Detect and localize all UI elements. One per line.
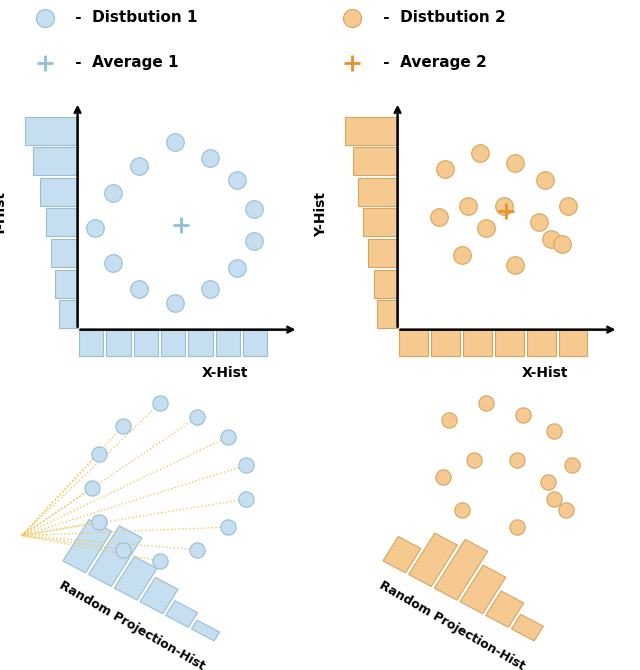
Bar [188, 330, 212, 356]
Text: X-Hist: X-Hist [202, 366, 248, 379]
Polygon shape [408, 533, 458, 586]
Text: X-Hist: X-Hist [522, 366, 568, 379]
Bar [216, 330, 240, 356]
Point [563, 201, 573, 212]
Point [134, 284, 145, 295]
Point [170, 297, 180, 308]
Polygon shape [140, 578, 178, 614]
Point [232, 174, 242, 185]
Text: Y-Hist: Y-Hist [0, 192, 8, 237]
Polygon shape [383, 537, 421, 573]
Polygon shape [460, 565, 506, 614]
Text: -  Distbution 2: - Distbution 2 [378, 10, 506, 25]
Point [534, 217, 544, 228]
Point [540, 174, 550, 185]
Bar [24, 117, 77, 145]
Bar [463, 330, 492, 356]
Bar [51, 239, 77, 267]
Point [108, 188, 118, 198]
Bar [33, 147, 77, 175]
Point [510, 260, 520, 271]
Bar [243, 330, 268, 356]
Bar [46, 208, 77, 237]
Bar [495, 330, 524, 356]
Bar [358, 178, 397, 206]
Point [249, 236, 259, 247]
Point [205, 284, 215, 295]
Bar [374, 270, 397, 297]
Bar [559, 330, 588, 356]
Point [205, 153, 215, 163]
Bar [353, 147, 397, 175]
Point [90, 222, 100, 233]
Text: Y-Hist: Y-Hist [314, 192, 328, 237]
Text: -  Average 2: - Average 2 [378, 55, 486, 70]
Bar [344, 117, 397, 145]
Polygon shape [166, 601, 198, 627]
Text: Random Projection-Hist: Random Projection-Hist [377, 579, 527, 670]
Point [232, 263, 242, 273]
Point [457, 249, 467, 260]
Polygon shape [63, 519, 111, 573]
Point [475, 147, 485, 158]
Bar [369, 239, 397, 267]
Polygon shape [191, 620, 220, 641]
Bar [399, 330, 428, 356]
Point [249, 204, 259, 214]
Point [134, 161, 145, 172]
Point [557, 239, 568, 249]
Bar [106, 330, 131, 356]
Polygon shape [88, 526, 142, 586]
Polygon shape [435, 539, 488, 600]
Polygon shape [511, 614, 543, 641]
Bar [40, 178, 77, 206]
Bar [59, 300, 77, 328]
Text: Random Projection-Hist: Random Projection-Hist [57, 579, 207, 670]
Polygon shape [486, 591, 524, 627]
Bar [161, 330, 186, 356]
Bar [79, 330, 104, 356]
Point [510, 158, 520, 169]
Bar [134, 330, 158, 356]
Bar [527, 330, 556, 356]
Bar [378, 300, 397, 328]
Bar [55, 270, 77, 297]
Point [481, 222, 491, 233]
Point [499, 201, 509, 212]
Point [434, 212, 444, 222]
Point [170, 137, 180, 147]
Point [108, 257, 118, 268]
Text: -  Average 1: - Average 1 [70, 55, 179, 70]
Point [440, 163, 450, 174]
Polygon shape [115, 557, 157, 600]
Point [463, 201, 474, 212]
Point [545, 233, 556, 244]
Bar [431, 330, 460, 356]
Text: -  Distbution 1: - Distbution 1 [70, 10, 198, 25]
Bar [363, 208, 397, 237]
